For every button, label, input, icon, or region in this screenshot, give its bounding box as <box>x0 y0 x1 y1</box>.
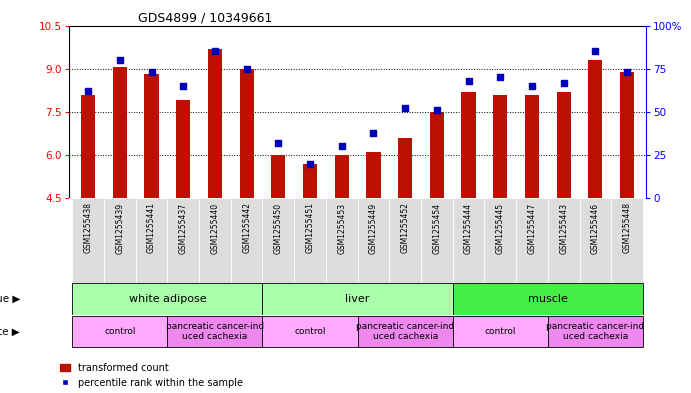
Bar <box>525 95 539 198</box>
Point <box>146 69 157 75</box>
Text: GSM1255452: GSM1255452 <box>401 202 410 253</box>
FancyBboxPatch shape <box>73 283 263 314</box>
Text: GSM1255442: GSM1255442 <box>242 202 251 253</box>
Text: control: control <box>104 327 135 336</box>
Point <box>241 66 252 72</box>
Text: GSM1255447: GSM1255447 <box>527 202 536 253</box>
FancyBboxPatch shape <box>263 198 294 283</box>
Text: tissue ▶: tissue ▶ <box>0 294 20 304</box>
FancyBboxPatch shape <box>263 316 358 347</box>
Text: pancreatic cancer-ind
uced cachexia: pancreatic cancer-ind uced cachexia <box>547 322 645 341</box>
Text: pancreatic cancer-ind
uced cachexia: pancreatic cancer-ind uced cachexia <box>166 322 264 341</box>
Point <box>590 48 601 55</box>
FancyBboxPatch shape <box>231 198 263 283</box>
Bar <box>176 100 190 198</box>
Text: GSM1255454: GSM1255454 <box>433 202 442 253</box>
FancyBboxPatch shape <box>421 198 453 283</box>
FancyBboxPatch shape <box>263 283 453 314</box>
Point <box>527 83 538 89</box>
Point <box>209 48 220 55</box>
FancyBboxPatch shape <box>199 198 231 283</box>
FancyBboxPatch shape <box>326 198 358 283</box>
Point <box>495 74 506 81</box>
FancyBboxPatch shape <box>453 316 548 347</box>
Point <box>463 78 474 84</box>
Text: GSM1255453: GSM1255453 <box>337 202 346 253</box>
Text: GSM1255438: GSM1255438 <box>84 202 93 253</box>
Point <box>273 140 284 146</box>
Text: GSM1255449: GSM1255449 <box>369 202 378 253</box>
Bar <box>430 112 444 198</box>
Bar <box>334 155 349 198</box>
Text: GSM1255440: GSM1255440 <box>211 202 220 253</box>
Text: GSM1255444: GSM1255444 <box>464 202 473 253</box>
FancyBboxPatch shape <box>612 198 643 283</box>
Point <box>621 69 632 75</box>
Bar <box>208 49 222 198</box>
Bar <box>271 155 285 198</box>
FancyBboxPatch shape <box>167 316 263 347</box>
FancyBboxPatch shape <box>167 198 199 283</box>
Bar <box>398 138 413 198</box>
FancyBboxPatch shape <box>484 198 516 283</box>
FancyBboxPatch shape <box>104 198 135 283</box>
Bar <box>240 69 254 198</box>
Bar <box>113 67 127 198</box>
FancyBboxPatch shape <box>548 198 580 283</box>
Point <box>558 79 569 86</box>
FancyBboxPatch shape <box>294 198 326 283</box>
Point <box>431 107 442 113</box>
Bar <box>493 95 507 198</box>
Text: GSM1255437: GSM1255437 <box>179 202 188 253</box>
Bar <box>81 95 95 198</box>
Text: GSM1255441: GSM1255441 <box>147 202 156 253</box>
Point <box>178 83 189 89</box>
Bar <box>556 92 571 198</box>
FancyBboxPatch shape <box>453 198 484 283</box>
Bar <box>366 152 381 198</box>
Point <box>83 88 94 94</box>
FancyBboxPatch shape <box>389 198 421 283</box>
Text: control: control <box>294 327 325 336</box>
Text: control: control <box>484 327 516 336</box>
Bar <box>144 74 159 198</box>
FancyBboxPatch shape <box>358 198 389 283</box>
Text: disease state ▶: disease state ▶ <box>0 327 20 336</box>
Text: pancreatic cancer-ind
uced cachexia: pancreatic cancer-ind uced cachexia <box>356 322 454 341</box>
Point <box>305 160 316 167</box>
Point <box>368 129 379 136</box>
FancyBboxPatch shape <box>135 198 167 283</box>
Point <box>114 57 125 63</box>
Bar <box>588 60 603 198</box>
FancyBboxPatch shape <box>516 198 548 283</box>
Bar <box>462 92 475 198</box>
Bar <box>620 72 634 198</box>
FancyBboxPatch shape <box>580 198 612 283</box>
Text: GDS4899 / 10349661: GDS4899 / 10349661 <box>138 11 273 24</box>
FancyBboxPatch shape <box>73 316 167 347</box>
Text: white adipose: white adipose <box>129 294 206 304</box>
FancyBboxPatch shape <box>453 283 643 314</box>
Text: GSM1255446: GSM1255446 <box>591 202 600 253</box>
Text: liver: liver <box>346 294 370 304</box>
Text: GSM1255439: GSM1255439 <box>115 202 124 253</box>
Bar <box>303 163 317 198</box>
Text: GSM1255451: GSM1255451 <box>305 202 314 253</box>
FancyBboxPatch shape <box>358 316 453 347</box>
Text: GSM1255448: GSM1255448 <box>623 202 632 253</box>
FancyBboxPatch shape <box>73 198 104 283</box>
Text: GSM1255450: GSM1255450 <box>274 202 283 253</box>
Point <box>337 143 348 149</box>
Point <box>399 105 410 112</box>
Text: muscle: muscle <box>528 294 568 304</box>
FancyBboxPatch shape <box>548 316 643 347</box>
Text: GSM1255445: GSM1255445 <box>495 202 504 253</box>
Text: GSM1255443: GSM1255443 <box>559 202 568 253</box>
Legend: transformed count, percentile rank within the sample: transformed count, percentile rank withi… <box>60 363 243 388</box>
